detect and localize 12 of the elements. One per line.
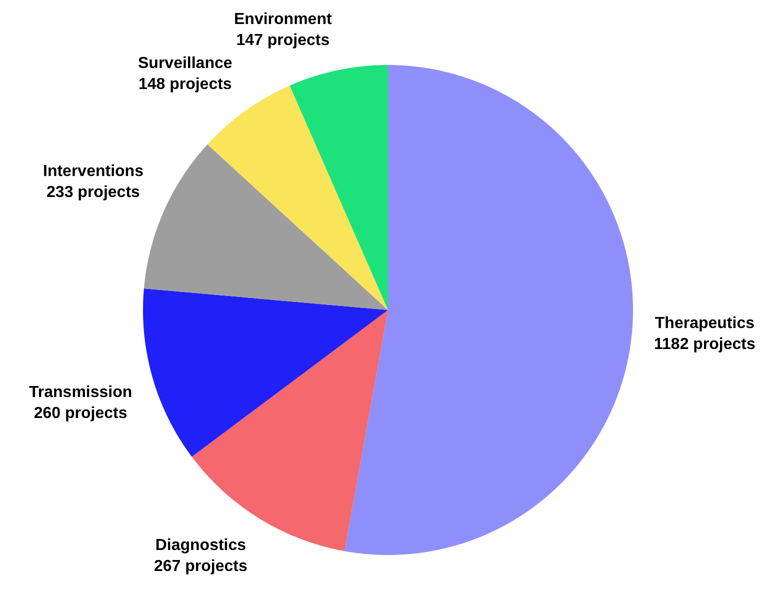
data-label: 148 projects [138,76,232,93]
slice-label: Surveillance [138,55,232,72]
data-label: 233 projects [46,184,140,201]
slice-label: Therapeutics [654,315,755,332]
slice-label: Interventions [43,163,144,180]
data-label: 147 projects [236,32,330,49]
slice-label: Environment [234,11,332,28]
data-label: 260 projects [34,404,128,422]
slice-label: Diagnostics [155,537,246,554]
data-label: 267 projects [154,558,248,575]
data-label: 1182 projects [654,336,756,353]
slice-label: Transmission [29,384,132,401]
